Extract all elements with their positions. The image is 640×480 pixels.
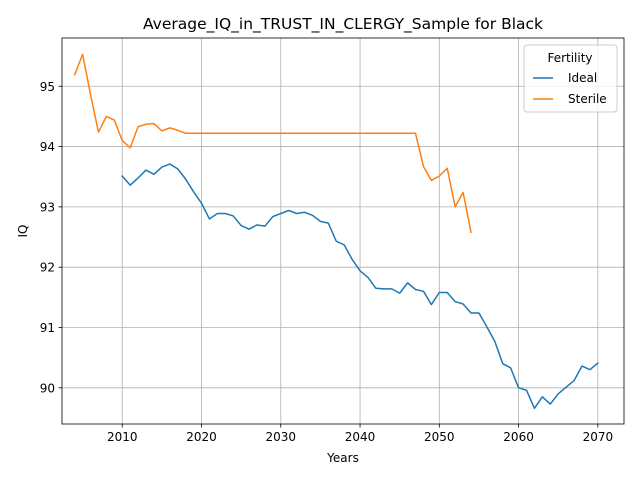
plot-area-frame [61, 37, 625, 425]
y-tick-label: 92 [40, 261, 55, 275]
x-tick-label: 2070 [583, 430, 614, 444]
x-axis-ticks: 2010 2020 2030 2040 2050 2060 2070 [107, 424, 613, 444]
y-tick-label: 95 [40, 80, 55, 94]
series-lines [73, 53, 599, 410]
x-axis-label: Years [326, 451, 359, 465]
chart-title: Average_IQ_in_TRUST_IN_CLERGY_Sample for… [143, 15, 543, 34]
x-tick-label: 2010 [107, 430, 138, 444]
y-tick-label: 93 [40, 200, 55, 214]
x-tick-label: 2020 [186, 430, 217, 444]
x-tick-label: 2030 [266, 430, 297, 444]
y-tick-label: 91 [40, 321, 55, 335]
x-tick-label: 2040 [345, 430, 376, 444]
x-tick-label: 2060 [503, 430, 534, 444]
y-axis-label: IQ [16, 225, 30, 238]
x-tick-label: 2050 [424, 430, 455, 444]
legend-label-ideal: Ideal [568, 71, 597, 85]
series-line-sterile [73, 53, 472, 234]
legend: Fertility Ideal Sterile [523, 44, 618, 113]
y-axis-ticks: 90 91 92 93 94 95 [40, 80, 62, 395]
y-tick-label: 90 [40, 381, 55, 395]
y-tick-label: 94 [40, 140, 55, 154]
legend-label-sterile: Sterile [568, 92, 607, 106]
series-line-ideal [121, 163, 599, 410]
legend-title: Fertility [547, 51, 592, 65]
legend-box [523, 44, 618, 113]
